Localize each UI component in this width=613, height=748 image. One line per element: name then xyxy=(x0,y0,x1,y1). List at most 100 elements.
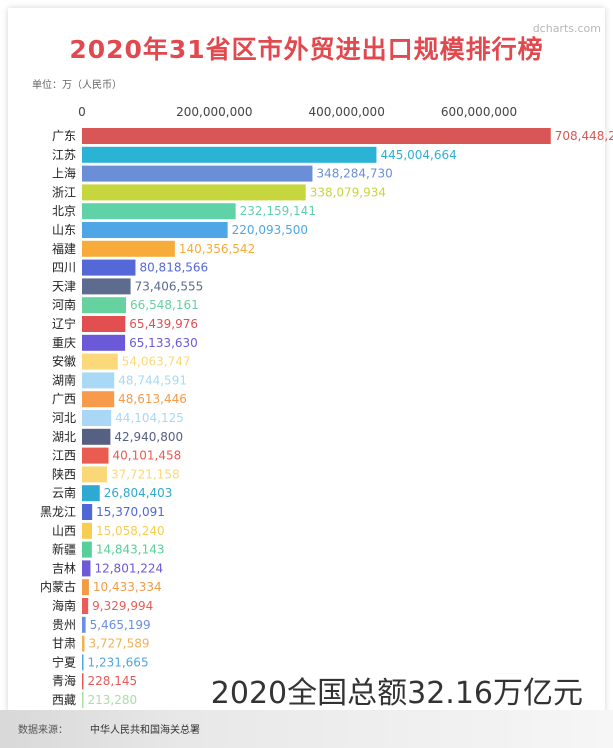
value-label: 3,727,589 xyxy=(88,637,149,651)
bar xyxy=(82,579,89,596)
unit-label: 单位：万（人民币） xyxy=(32,80,122,91)
category-label: 新疆 xyxy=(52,542,76,557)
category-label: 江苏 xyxy=(52,148,76,162)
x-tick-label: 600,000,000 xyxy=(441,105,517,119)
total-amount: 2020全国总额32.16万亿元 xyxy=(210,676,583,711)
bar xyxy=(82,616,86,633)
category-label: 海南 xyxy=(52,598,76,613)
bar xyxy=(82,560,91,577)
bar xyxy=(82,673,84,690)
category-label: 天津 xyxy=(52,279,76,293)
x-tick-label: 200,000,000 xyxy=(176,105,252,119)
category-label: 西藏 xyxy=(52,693,76,707)
bar xyxy=(82,184,306,201)
x-tick-label: 400,000,000 xyxy=(308,105,384,119)
bar xyxy=(82,278,131,295)
value-label: 140,356,542 xyxy=(179,242,255,256)
value-label: 338,079,934 xyxy=(310,185,386,199)
bar xyxy=(82,391,115,408)
category-label: 贵州 xyxy=(52,618,76,632)
brand-logo: dcharts.com xyxy=(532,22,601,35)
value-label: 73,406,555 xyxy=(135,279,204,293)
bar xyxy=(82,240,175,257)
category-label: 江西 xyxy=(52,449,76,463)
category-label: 浙江 xyxy=(52,185,76,199)
bar xyxy=(82,466,107,483)
value-label: 66,548,161 xyxy=(130,298,199,312)
category-label: 青海 xyxy=(52,673,76,688)
category-label: 河北 xyxy=(52,411,76,425)
category-label: 福建 xyxy=(52,241,76,256)
bar xyxy=(82,128,551,144)
value-label: 54,063,747 xyxy=(122,355,191,369)
bar xyxy=(82,165,313,182)
value-label: 5,465,199 xyxy=(90,618,151,632)
bar xyxy=(82,316,126,332)
bar xyxy=(82,504,93,520)
category-label: 广东 xyxy=(52,129,76,143)
category-label: 河南 xyxy=(52,297,76,312)
value-label: 15,058,240 xyxy=(96,524,165,538)
value-label: 15,370,091 xyxy=(96,505,165,519)
category-label: 北京 xyxy=(52,204,76,218)
category-label: 辽宁 xyxy=(52,316,76,331)
bar xyxy=(82,353,118,370)
category-label: 云南 xyxy=(52,485,76,500)
category-label: 湖南 xyxy=(52,372,76,387)
bar xyxy=(82,203,236,220)
bar xyxy=(82,635,85,652)
value-label: 65,439,976 xyxy=(129,317,198,331)
category-label: 内蒙古 xyxy=(40,579,76,594)
category-label: 陕西 xyxy=(52,466,76,481)
bars: 广东 708,448,241 江苏 445,004,664 上海 348,284,730 浙… xyxy=(40,128,613,708)
value-label: 42,940,800 xyxy=(114,430,183,444)
bar xyxy=(82,428,111,445)
bar xyxy=(82,297,127,314)
chart-title: 2020年31省区市外贸进出口规模排行榜 xyxy=(69,35,544,64)
value-label: 228,145 xyxy=(88,674,138,688)
category-label: 黑龙江 xyxy=(40,505,76,519)
category-label: 四川 xyxy=(52,261,76,275)
category-label: 上海 xyxy=(52,166,76,181)
category-label: 广西 xyxy=(52,392,76,406)
value-label: 445,004,664 xyxy=(380,148,456,162)
bar xyxy=(82,485,100,502)
value-label: 232,159,141 xyxy=(240,204,316,218)
category-label: 甘肃 xyxy=(52,637,76,651)
value-label: 12,801,224 xyxy=(94,561,163,575)
value-label: 1,231,665 xyxy=(88,655,149,669)
value-label: 80,818,566 xyxy=(139,261,208,275)
bar xyxy=(82,410,112,426)
bar xyxy=(82,372,115,389)
value-label: 65,133,630 xyxy=(129,336,198,350)
source-text: 中华人民共和国海关总署 xyxy=(90,725,200,736)
category-label: 湖北 xyxy=(52,429,76,444)
bar xyxy=(82,334,126,351)
bar xyxy=(82,541,92,558)
bar xyxy=(82,692,84,708)
bar xyxy=(82,447,109,464)
source-label: 数据来源： xyxy=(18,725,68,736)
bar xyxy=(82,222,228,238)
x-tick-label: 0 xyxy=(78,105,86,119)
value-label: 220,093,500 xyxy=(232,223,308,237)
value-label: 48,744,591 xyxy=(118,373,187,387)
bar xyxy=(82,598,89,614)
category-label: 重庆 xyxy=(52,336,76,350)
value-label: 348,284,730 xyxy=(316,167,392,181)
category-label: 宁夏 xyxy=(52,654,76,669)
value-label: 9,329,994 xyxy=(92,599,153,613)
bar xyxy=(82,654,84,671)
bar xyxy=(82,259,136,276)
category-label: 山东 xyxy=(52,223,76,237)
value-label: 48,613,446 xyxy=(118,392,187,406)
bar xyxy=(82,146,377,163)
value-label: 708,448,241 xyxy=(555,129,613,143)
category-label: 吉林 xyxy=(52,561,76,575)
value-label: 26,804,403 xyxy=(104,486,173,500)
value-label: 44,104,125 xyxy=(115,411,184,425)
footer-bar: 数据来源： 中华人民共和国海关总署 xyxy=(0,710,613,748)
bar xyxy=(82,522,92,539)
category-label: 山西 xyxy=(52,524,76,538)
